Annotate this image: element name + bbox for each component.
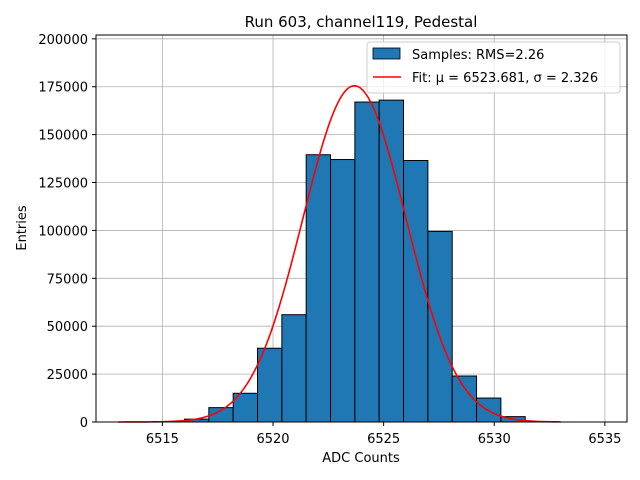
x-axis-label: ADC Counts [322,451,400,466]
y-tick-label: 25000 [47,368,88,383]
histogram-bar [330,159,356,423]
histogram-bar [281,314,307,423]
y-tick-label: 0 [80,416,88,431]
y-tick-label: 125000 [38,177,88,192]
histogram-bar [354,101,380,423]
histogram-bar [427,230,453,423]
plot-frame [95,34,628,423]
y-tick-label: 150000 [38,129,88,144]
legend-swatch-samples [372,47,401,60]
fit-curve [118,84,561,423]
x-tick-label: 6520 [256,432,289,447]
legend-box [366,41,621,94]
legend-label-samples: Samples: RMS=2.26 [412,48,544,63]
x-tick-label: 6525 [367,432,400,447]
y-axis-label: Entries [15,205,30,251]
y-tick-label: 175000 [38,81,88,96]
y-tick-label: 100000 [38,224,88,239]
legend: Samples: RMS=2.26 Fit: μ = 6523.681, σ =… [366,41,621,94]
x-tick-label: 6530 [478,432,511,447]
y-tick-label: 75000 [47,272,88,287]
chart-title: Run 603, channel119, Pedestal [245,13,478,31]
histogram-bar [378,99,405,423]
histogram-bar [403,159,429,423]
y-tick-label: 200000 [38,33,88,48]
y-axis-ticks: 0 25000 50000 75000 100000 125000 150000 175000… [38,33,96,431]
x-tick-label: 6535 [588,432,621,447]
x-axis-ticks: 6515 6520 6525 6530 6535 [146,422,621,447]
histogram-bar [232,392,259,423]
y-tick-label: 50000 [47,320,88,335]
histogram-bar [305,154,332,423]
legend-label-fit: Fit: μ = 6523.681, σ = 2.326 [412,71,598,86]
x-tick-label: 6515 [146,432,179,447]
histogram-bar [257,347,283,423]
